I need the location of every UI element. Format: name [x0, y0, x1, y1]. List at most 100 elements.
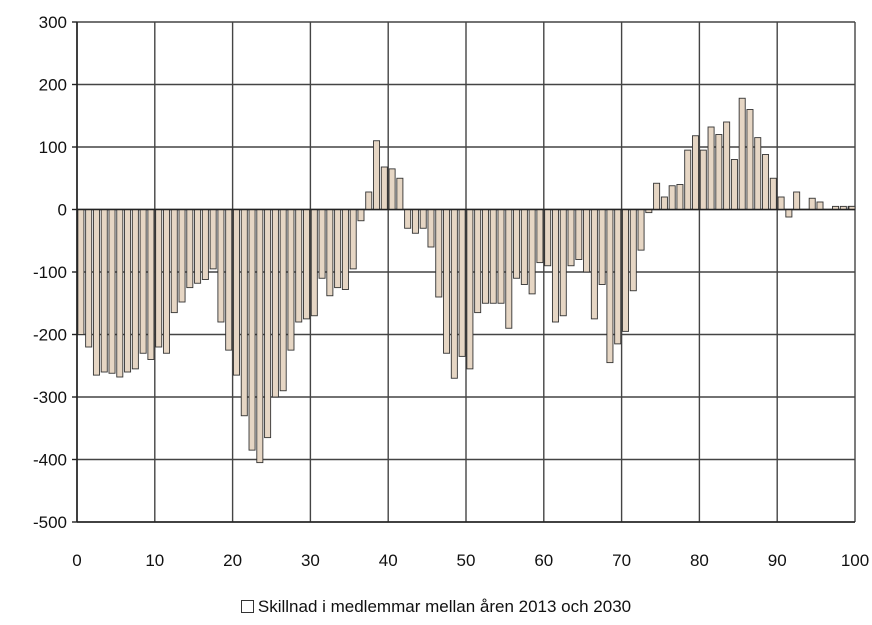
bar-18 — [217, 209, 225, 323]
bar-7 — [131, 209, 139, 370]
x-tick-label: 100 — [841, 551, 869, 570]
bar-88 — [762, 154, 770, 210]
bar-14 — [186, 209, 194, 289]
y-tick-label: 300 — [39, 13, 67, 32]
bar-8 — [139, 209, 147, 354]
bar-19 — [225, 209, 233, 351]
y-tick-label: 0 — [58, 201, 67, 220]
bar-42 — [404, 209, 412, 229]
bar-39 — [380, 166, 388, 210]
bar-86 — [746, 109, 754, 210]
bar-46 — [435, 209, 443, 298]
bar-74 — [653, 182, 661, 210]
bar-72 — [637, 209, 645, 251]
bar-45 — [427, 209, 435, 248]
bar-70 — [622, 209, 629, 332]
bar-69 — [614, 209, 622, 345]
bar-84 — [730, 159, 738, 210]
bar-11 — [162, 209, 170, 354]
bar-4 — [108, 209, 116, 374]
bar-17 — [209, 209, 217, 270]
bar-16 — [201, 209, 209, 280]
bar-75 — [660, 196, 668, 210]
bar-92 — [793, 191, 801, 210]
y-tick-label: -200 — [33, 326, 67, 345]
x-tick-label: 0 — [72, 551, 81, 570]
bar-43 — [411, 209, 419, 234]
bar-48 — [450, 209, 458, 379]
bar-81 — [707, 126, 715, 210]
bar-82 — [715, 134, 723, 210]
legend: Skillnad i medlemmar mellan åren 2013 oc… — [0, 597, 872, 617]
bar-77 — [676, 184, 684, 210]
bar-3 — [100, 209, 108, 373]
bar-25 — [271, 209, 279, 398]
bar-28 — [295, 209, 303, 323]
bar-24 — [264, 209, 272, 439]
bar-59 — [536, 209, 544, 264]
bar-56 — [513, 209, 521, 279]
bar-76 — [668, 185, 676, 210]
bar-67 — [598, 209, 606, 285]
bar-53 — [489, 209, 497, 304]
bar-22 — [248, 209, 256, 451]
bar-90 — [777, 196, 785, 210]
bar-33 — [334, 209, 342, 289]
bar-31 — [318, 209, 326, 279]
bar-36 — [357, 209, 365, 222]
y-tick-label: 100 — [39, 138, 67, 157]
bar-15 — [194, 209, 202, 284]
bar-55 — [505, 209, 513, 329]
bar-41 — [396, 177, 404, 210]
x-tick-label: 10 — [145, 551, 164, 570]
bar-64 — [575, 209, 583, 260]
bar-94 — [808, 197, 816, 210]
bar-10 — [155, 209, 163, 348]
bar-30 — [310, 209, 318, 317]
bar-63 — [567, 209, 575, 267]
bar-27 — [287, 209, 295, 351]
bar-50 — [466, 209, 474, 370]
bar-21 — [240, 209, 248, 417]
bar-38 — [373, 140, 381, 210]
bar-12 — [170, 209, 178, 314]
grid-layer — [76, 21, 856, 523]
legend-swatch — [240, 600, 254, 613]
bar-54 — [497, 209, 505, 304]
bar-49 — [458, 209, 466, 357]
bar-35 — [349, 209, 357, 270]
bar-32 — [326, 209, 334, 297]
x-tick-label: 90 — [768, 551, 787, 570]
x-tick-label: 60 — [534, 551, 553, 570]
bar-89 — [769, 177, 777, 210]
bar-71 — [629, 209, 637, 292]
bar-26 — [279, 209, 287, 392]
bar-34 — [341, 209, 349, 290]
bar-79 — [692, 135, 699, 210]
y-tick-label: -500 — [33, 513, 67, 532]
bar-23 — [256, 209, 264, 464]
bar-95 — [816, 201, 824, 210]
x-tick-label: 20 — [223, 551, 242, 570]
x-tick-label: 50 — [457, 551, 476, 570]
bar-6 — [124, 209, 132, 373]
bar-57 — [520, 209, 528, 285]
x-tick-label: 30 — [301, 551, 320, 570]
bar-47 — [443, 209, 451, 354]
bar-61 — [551, 209, 559, 323]
bar-5 — [116, 209, 124, 378]
bar-40 — [388, 168, 396, 210]
tick-labels-layer: 300 200 100 0 -100 -200 -300 -400 -500 0 10 20 30 40 5… — [33, 13, 869, 570]
bar-9 — [147, 209, 155, 360]
bar-80 — [699, 149, 707, 210]
bar-66 — [590, 209, 598, 320]
bar-1 — [85, 209, 93, 348]
bar-52 — [481, 209, 489, 304]
bar-83 — [723, 121, 731, 210]
bar-51 — [474, 209, 482, 314]
y-tick-label: -100 — [33, 263, 67, 282]
legend-label: Skillnad i medlemmar mellan åren 2013 oc… — [257, 597, 632, 616]
bar-91 — [785, 209, 793, 218]
